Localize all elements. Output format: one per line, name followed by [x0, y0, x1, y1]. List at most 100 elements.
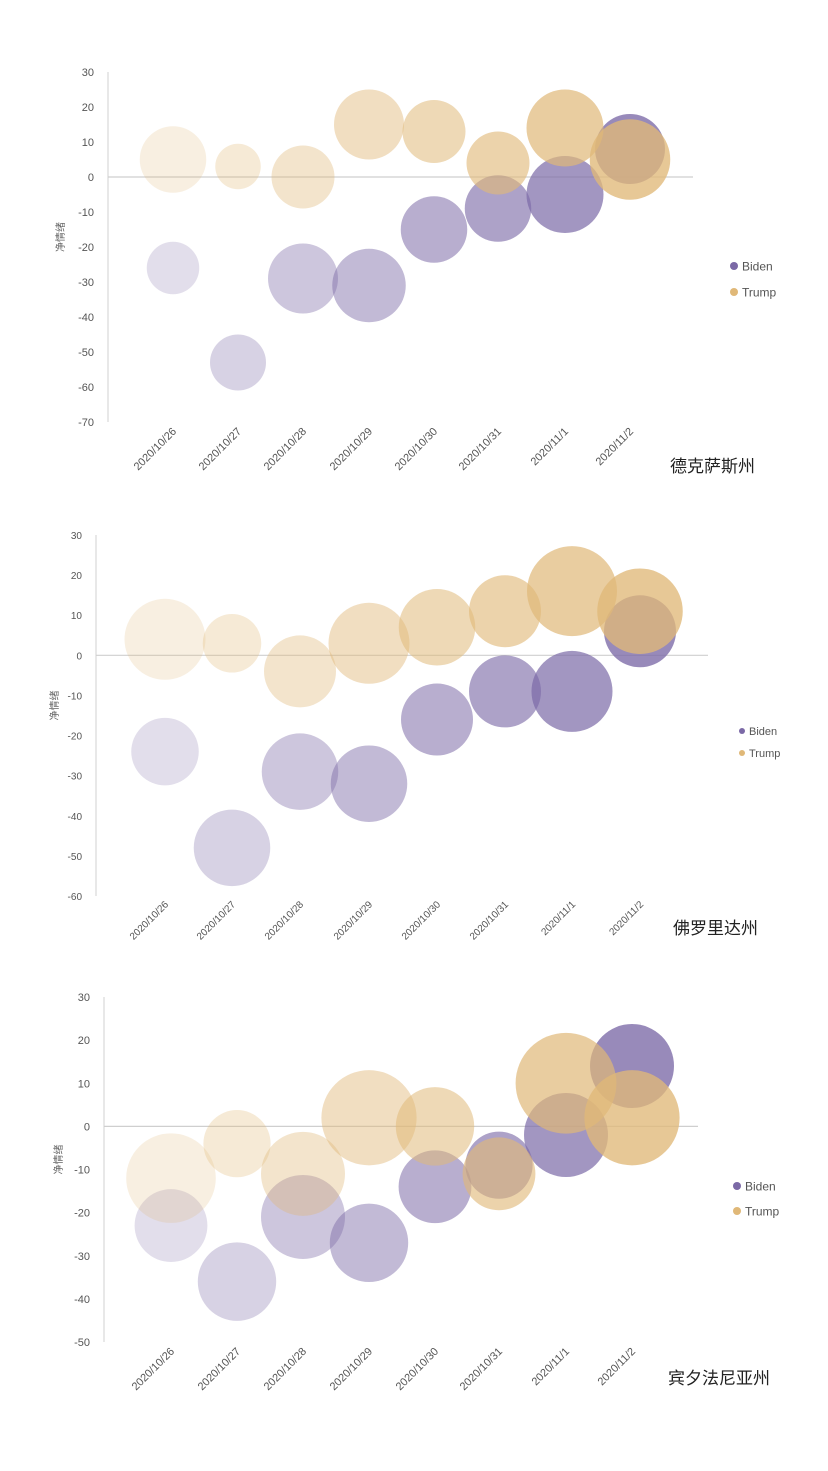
biden-bubble: [401, 683, 473, 756]
trump-bubble: [584, 1070, 680, 1166]
y-tick-label: -40: [68, 812, 83, 823]
biden-bubble: [134, 1189, 208, 1262]
y-axis-label: 净情绪: [54, 222, 67, 252]
trump-bubble: [126, 1133, 216, 1223]
y-tick-label: -60: [78, 382, 94, 394]
biden-bubble: [261, 1174, 345, 1259]
y-tick-label: -30: [74, 1251, 90, 1263]
legend-label-biden: Biden: [749, 726, 777, 738]
x-tick-label: 2020/11/2: [596, 1346, 639, 1389]
state-label-pennsylvania: 宾夕法尼亚州: [668, 1369, 770, 1389]
y-tick-label: 0: [88, 172, 94, 184]
trump-bubble: [261, 1131, 345, 1216]
y-tick-label: 20: [78, 1035, 90, 1047]
y-tick-label: 0: [76, 651, 82, 662]
y-tick-label: 0: [84, 1121, 90, 1133]
biden-bubble: [400, 196, 468, 263]
biden-bubble: [398, 1150, 472, 1224]
y-tick-label: -30: [68, 772, 83, 783]
trump-bubble: [526, 89, 604, 167]
biden-bubble: [526, 156, 604, 233]
legend-marker-trump: [730, 288, 738, 296]
biden-bubble: [193, 809, 271, 887]
state-label-florida: 佛罗里达州: [673, 919, 758, 939]
trump-bubble: [462, 1137, 536, 1211]
y-tick-label: 10: [82, 137, 94, 149]
legend-marker-trump: [739, 750, 745, 756]
trump-bubble: [321, 1070, 417, 1166]
legend-marker-biden: [730, 262, 738, 270]
y-axis-label: 净情绪: [48, 691, 61, 721]
trump-bubble: [203, 1110, 271, 1178]
y-tick-label: -10: [68, 691, 83, 702]
y-tick-label: 10: [71, 611, 83, 622]
y-tick-label: -20: [74, 1208, 90, 1220]
trump-bubble: [527, 546, 617, 637]
biden-bubble: [268, 243, 338, 314]
trump-bubble: [328, 602, 410, 684]
y-axis-label: 净情绪: [52, 1145, 65, 1175]
y-tick-label: -10: [78, 207, 94, 219]
y-tick-label: 30: [82, 67, 94, 79]
legend-label-biden: Biden: [745, 1179, 776, 1193]
biden-bubble: [469, 655, 541, 728]
y-tick-label: 10: [78, 1078, 90, 1090]
trump-bubble: [395, 1087, 475, 1166]
legend-label-trump: Trump: [745, 1204, 780, 1218]
y-tick-label: -60: [68, 892, 83, 903]
legend-label-trump: Trump: [749, 748, 780, 760]
y-tick-label: 20: [71, 571, 83, 582]
state-label-texas: 德克萨斯州: [670, 457, 755, 477]
y-tick-label: -30: [78, 277, 94, 289]
trump-bubble: [202, 614, 262, 673]
trump-bubble: [398, 589, 476, 666]
chart-panel-texas: 30 20 10 0 -10 -20 -30 -40 -50 -60 -70 净情绪 2020/10/2…: [0, 0, 828, 500]
y-tick-label: -70: [78, 417, 94, 429]
biden-bubble: [464, 175, 532, 242]
y-tick-label: 30: [78, 992, 90, 1004]
x-tick-label: 2020/10/30: [394, 1346, 441, 1393]
x-tick-label: 2020/10/27: [196, 1346, 243, 1393]
trump-bubble: [264, 635, 336, 708]
trump-bubble: [124, 598, 206, 680]
x-tick-label: 2020/10/29: [328, 1346, 375, 1393]
biden-bubble: [330, 745, 408, 822]
trump-bubble: [402, 100, 466, 163]
y-tick-label: 30: [71, 531, 83, 542]
y-tick-label: -50: [78, 347, 94, 359]
biden-bubble: [146, 241, 200, 295]
trump-bubble: [271, 145, 335, 209]
trump-bubble: [139, 126, 207, 193]
biden-bubble: [197, 1242, 277, 1321]
y-tick-label: -40: [74, 1294, 90, 1306]
trump-bubble: [589, 119, 671, 200]
legend-label-biden: Biden: [742, 259, 773, 273]
biden-bubble: [261, 733, 339, 810]
x-tick-label: 2020/10/31: [458, 1346, 505, 1393]
trump-bubble: [466, 131, 530, 195]
y-tick-label: -20: [78, 242, 94, 254]
legend-label-trump: Trump: [742, 285, 777, 299]
y-tick-label: -50: [74, 1337, 90, 1349]
biden-bubble: [329, 1203, 409, 1283]
x-tick-label: 2020/10/26: [130, 1346, 177, 1393]
trump-bubble: [334, 89, 404, 160]
biden-bubble: [210, 334, 266, 391]
y-tick-label: 20: [82, 102, 94, 114]
biden-bubble: [531, 650, 613, 732]
legend-marker-trump: [733, 1207, 741, 1215]
biden-bubble: [131, 717, 199, 786]
trump-bubble: [597, 568, 683, 654]
x-tick-label: 2020/11/1: [530, 1346, 573, 1389]
legend-marker-biden: [739, 728, 745, 734]
x-tick-label: 2020/10/28: [262, 1346, 309, 1393]
y-tick-label: -20: [68, 732, 83, 743]
chart-panel-florida: 30 20 10 0 -10 -20 -30 -40 -50 -60 净情绪 2020/10/26 20…: [48, 531, 780, 943]
biden-bubble: [332, 248, 406, 323]
bubble-chart-texas: 3020100-10-20-30-40-50-60-70净情绪2020/10/2…: [54, 67, 777, 473]
legend-marker-biden: [733, 1182, 741, 1190]
y-tick-label: -10: [74, 1165, 90, 1177]
